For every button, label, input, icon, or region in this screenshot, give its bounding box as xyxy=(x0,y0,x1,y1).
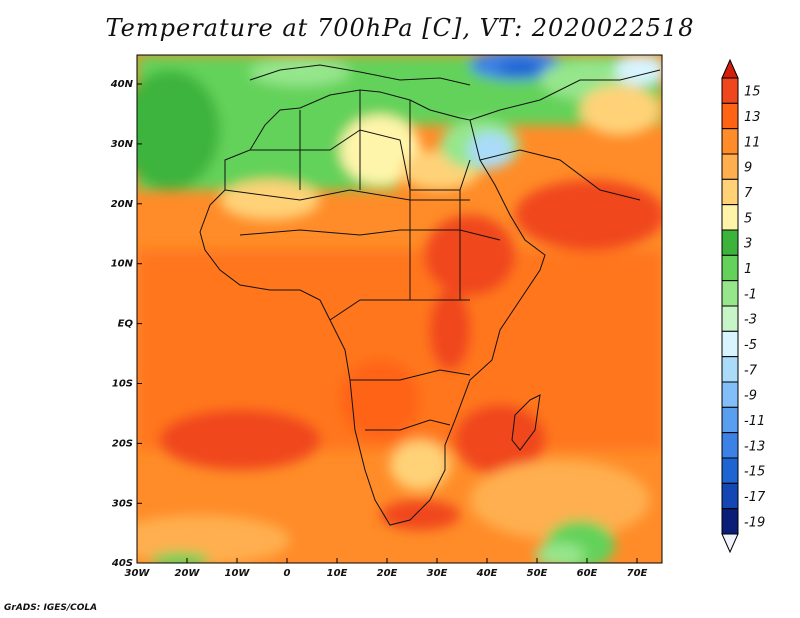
lon-tick-label: 20W xyxy=(175,568,201,579)
colorbar-label: -15 xyxy=(744,465,765,480)
colorbar-swatch xyxy=(721,381,739,408)
colorbar-swatch xyxy=(721,254,739,282)
lon-tick-label: 30W xyxy=(125,568,151,579)
plot-frame xyxy=(136,54,663,564)
colorbar-label: -17 xyxy=(744,490,766,505)
colorbar-swatch xyxy=(721,77,739,104)
colorbar-top-arrow xyxy=(721,58,739,79)
lon-tick-label: 20E xyxy=(377,568,398,579)
colorbar-swatch xyxy=(721,305,739,332)
lat-tick-label: 10N xyxy=(111,259,134,270)
colorbar-label: 1 xyxy=(744,262,752,277)
colorbar-swatch xyxy=(721,330,739,358)
lon-tick-label: 0 xyxy=(284,568,291,579)
latitude-axis: 40N 30N 20N 10N EQ 10S 20S 30S 40S xyxy=(110,79,142,569)
colorbar-label: -7 xyxy=(744,363,758,378)
colorbar-swatch xyxy=(721,178,739,206)
colorbar-label: -1 xyxy=(744,287,757,302)
temperature-field xyxy=(137,55,662,563)
lat-tick-label: 20S xyxy=(112,438,133,449)
colorbar: 15 13 11 9 7 5 3 1 -1 -3 -5 -7 -9 -11 -13 -15 -17 -19 xyxy=(721,58,766,554)
lon-tick-label: 10E xyxy=(327,568,348,579)
colorbar-label: 11 xyxy=(744,135,761,150)
colorbar-label: 7 xyxy=(744,186,753,201)
colorbar-label: -9 xyxy=(744,389,757,404)
lat-tick-label: 30N xyxy=(111,139,134,150)
lat-tick-label: 20N xyxy=(111,199,134,210)
colorbar-swatch xyxy=(721,406,739,434)
colorbar-swatch xyxy=(721,128,739,155)
colorbar-swatch xyxy=(721,229,739,256)
colorbar-label: -19 xyxy=(744,515,765,530)
coastlines xyxy=(199,64,661,526)
colorbar-label: 3 xyxy=(744,237,752,252)
colorbar-bottom-arrow xyxy=(721,533,739,554)
lon-tick-label: 30E xyxy=(427,568,448,579)
colorbar-swatch xyxy=(721,356,739,383)
lon-tick-label: 60E xyxy=(577,568,598,579)
colorbar-label: -11 xyxy=(744,414,765,429)
colorbar-label: -5 xyxy=(744,338,757,353)
lon-tick-label: 10W xyxy=(225,568,251,579)
colorbar-swatch xyxy=(721,280,739,307)
lat-tick-label: 10S xyxy=(112,379,133,390)
colorbar-label: -13 xyxy=(744,439,765,454)
colorbar-swatch xyxy=(721,432,739,459)
colorbar-label: 5 xyxy=(744,211,752,226)
colorbar-swatch xyxy=(721,102,739,130)
credit-label: GrADS: IGES/COLA xyxy=(4,603,98,613)
colorbar-swatch xyxy=(721,482,739,510)
colorbar-label: 13 xyxy=(744,110,761,125)
lon-tick-label: 70E xyxy=(627,568,648,579)
lon-tick-label: 40E xyxy=(476,568,498,579)
colorbar-swatch xyxy=(721,508,739,535)
colorbar-label: 15 xyxy=(744,85,761,100)
colorbar-swatch xyxy=(721,204,739,231)
colorbar-label: -3 xyxy=(744,313,757,328)
longitude-axis: 30W 20W 10W 0 10E 20E 30E 40E 50E 60E 70E xyxy=(125,558,648,579)
lon-tick-label: 50E xyxy=(527,568,548,579)
colorbar-label: 9 xyxy=(744,161,752,176)
lat-tick-label: EQ xyxy=(118,319,134,330)
colorbar-swatch xyxy=(721,153,739,180)
colorbar-swatch xyxy=(721,457,739,484)
lat-tick-label: 40S xyxy=(111,558,133,569)
lat-tick-label: 40N xyxy=(110,79,134,90)
lat-tick-label: 30S xyxy=(112,498,133,509)
chart-title: Temperature at 700hPa [C], VT: 202002251… xyxy=(105,14,695,42)
